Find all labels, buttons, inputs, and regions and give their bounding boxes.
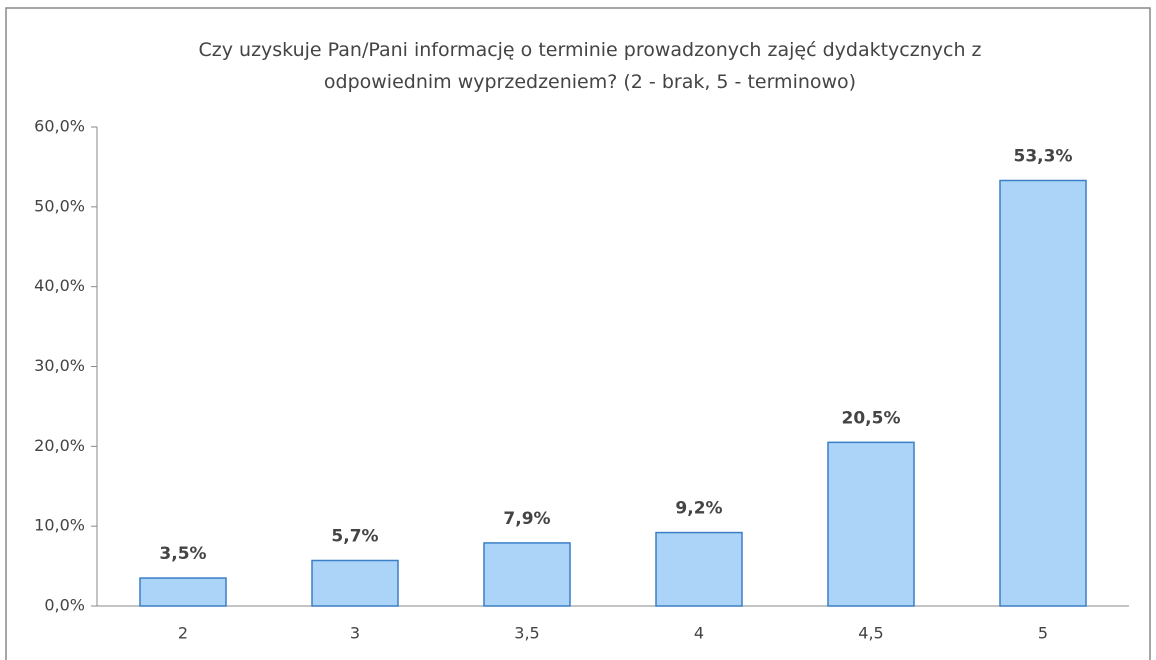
x-tick-label: 5 [1038, 624, 1048, 643]
y-tick-label: 40,0% [34, 276, 85, 295]
chart-title: Czy uzyskuje Pan/Pani informację o termi… [198, 39, 982, 93]
chart-frame [5, 7, 1151, 660]
x-tick-label: 3,5 [514, 624, 539, 643]
y-tick-label: 10,0% [34, 516, 85, 535]
y-tick-label: 30,0% [34, 356, 85, 375]
y-tick-label: 0,0% [44, 596, 85, 615]
data-label: 9,2% [675, 499, 722, 519]
bar [139, 577, 227, 607]
bar [483, 542, 571, 607]
y-tick-label: 50,0% [34, 196, 85, 215]
y-tick-label: 20,0% [34, 436, 85, 455]
data-label: 7,9% [503, 509, 550, 529]
x-tick-label: 3 [350, 624, 360, 643]
data-label: 53,3% [1014, 146, 1073, 166]
x-tick-label: 4 [694, 624, 704, 643]
bar [311, 559, 399, 607]
x-tick-label: 4,5 [858, 624, 883, 643]
y-tick-label: 60,0% [34, 117, 85, 136]
x-tick-label: 2 [178, 624, 188, 643]
data-label: 5,7% [331, 526, 378, 546]
data-label: 20,5% [842, 408, 901, 428]
data-label: 3,5% [159, 544, 206, 564]
bar [999, 179, 1087, 607]
bar [655, 531, 743, 607]
bar [827, 441, 915, 607]
